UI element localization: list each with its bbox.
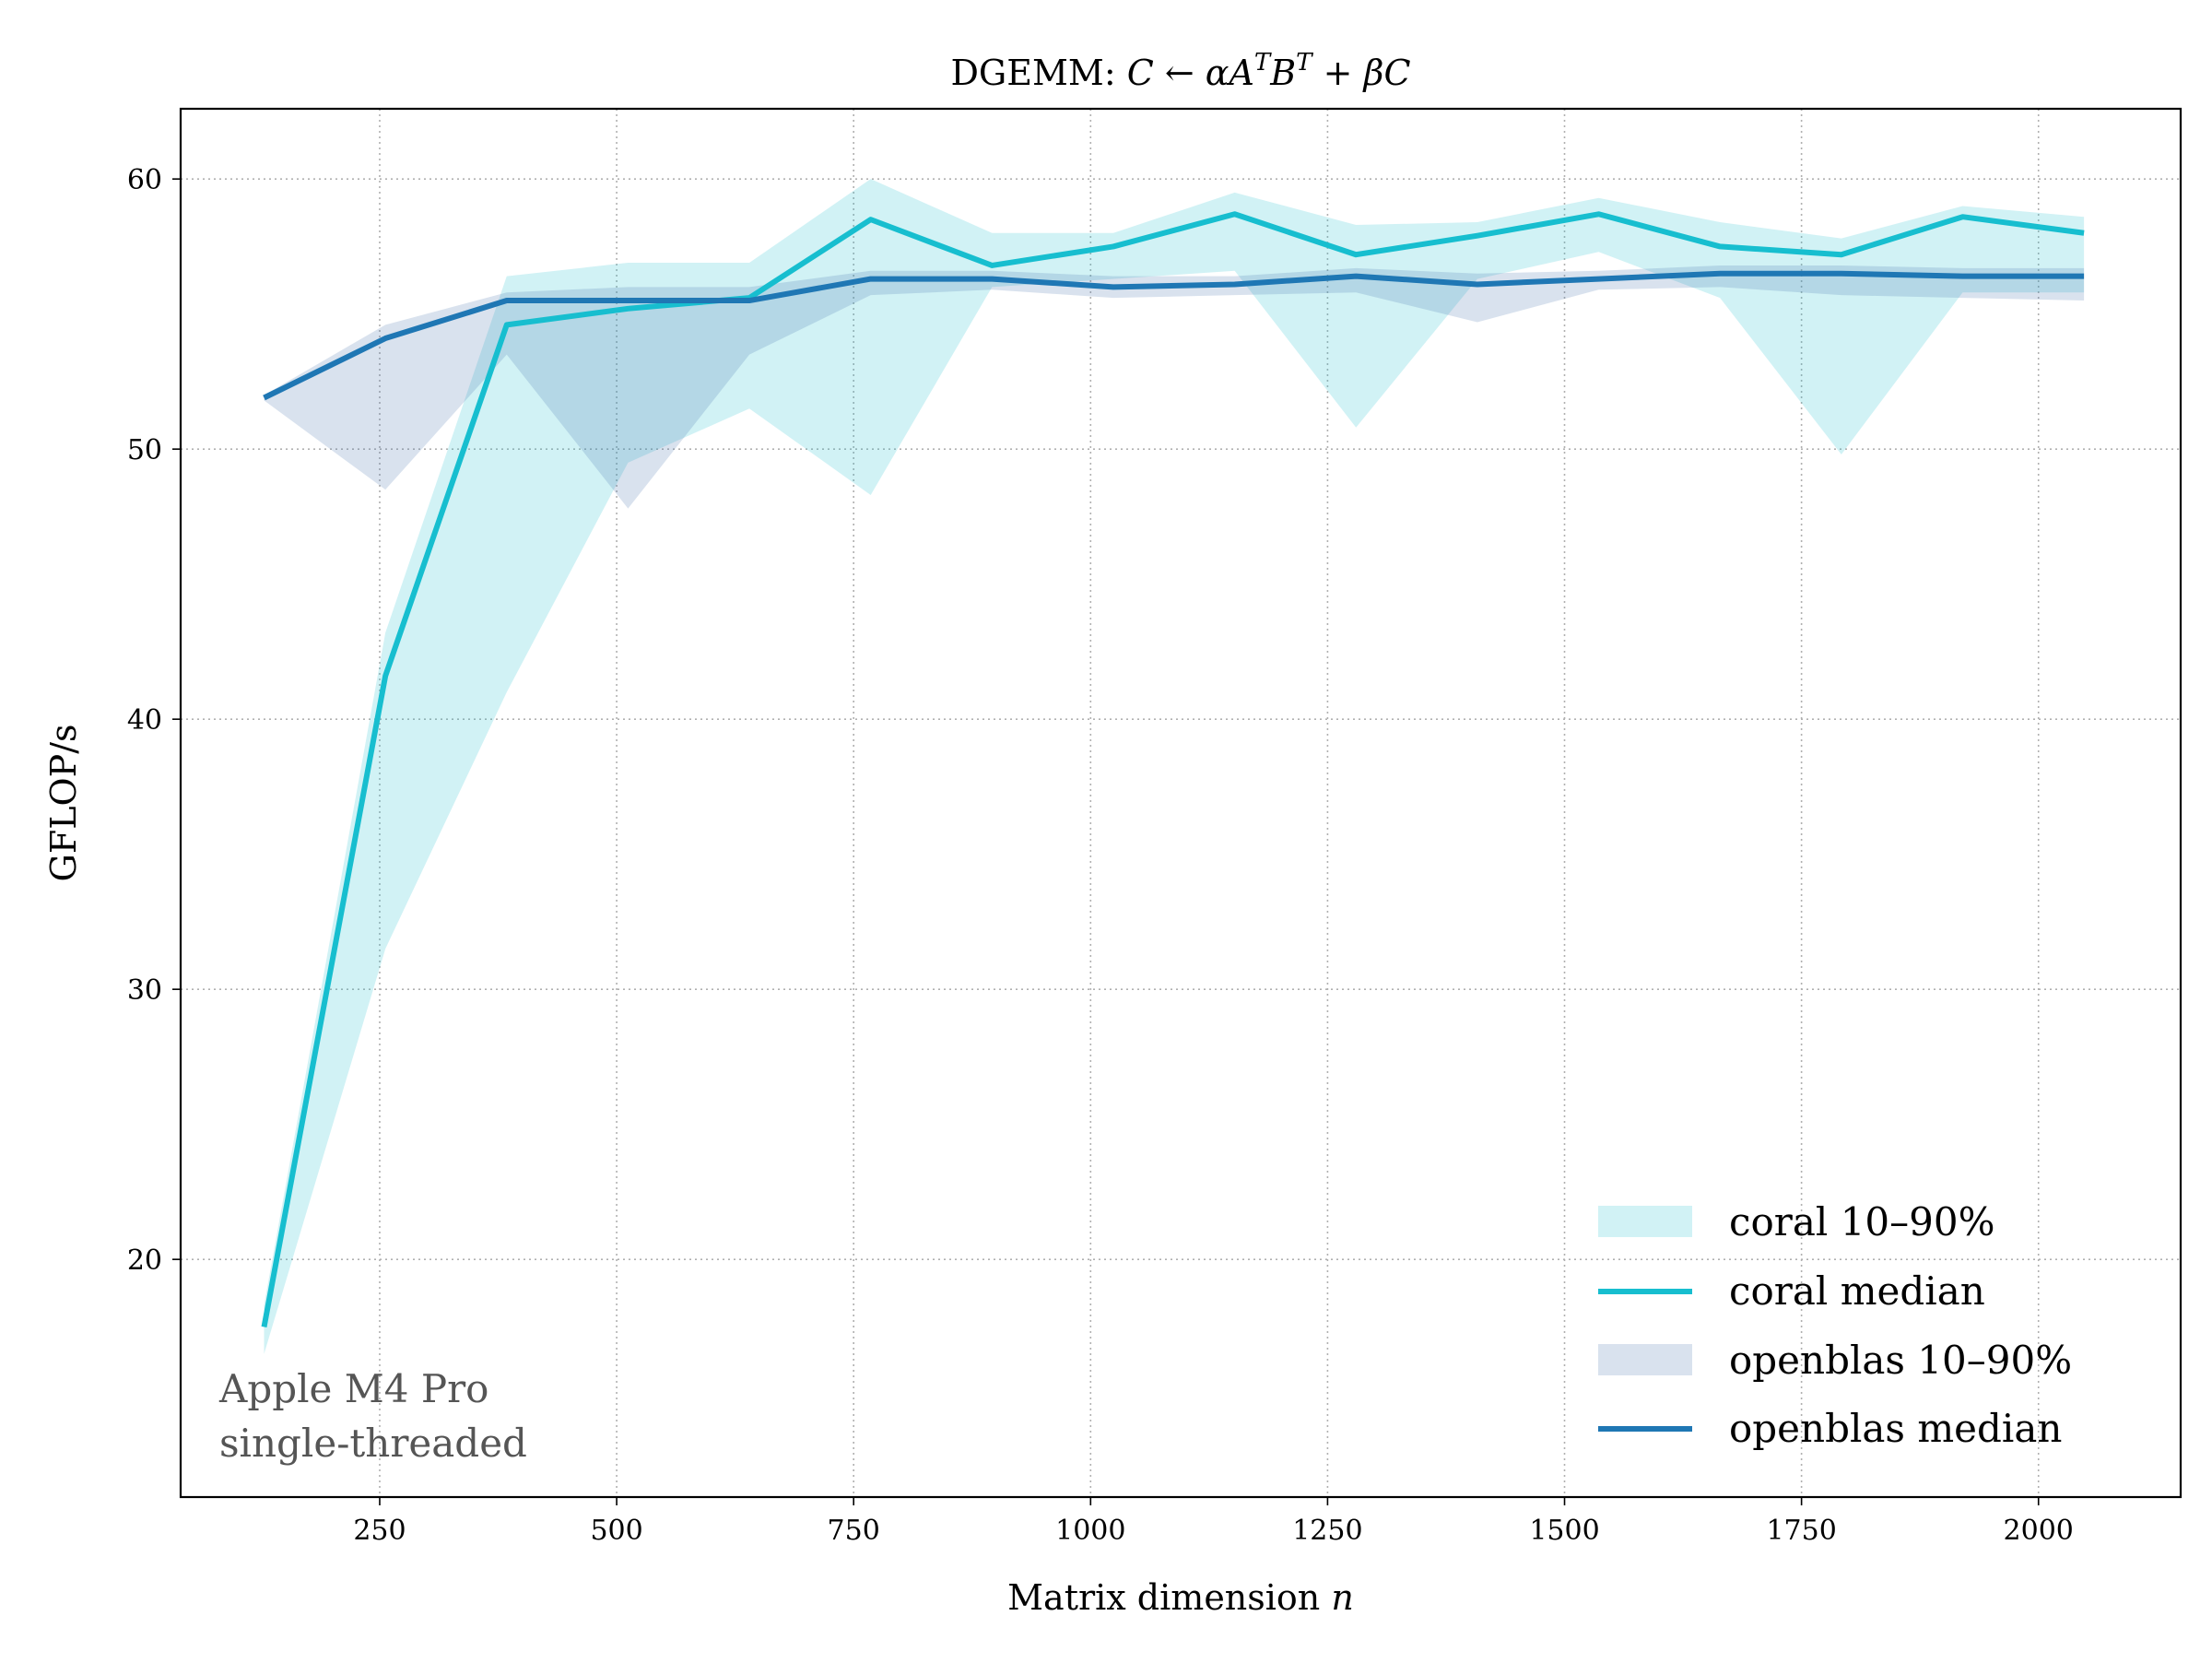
x-tick-label: 1000: [1055, 1515, 1125, 1547]
legend-swatch-coral-band: [1598, 1206, 1692, 1237]
legend: coral 10–90% coral median openblas 10–90…: [1598, 1199, 2072, 1451]
ticks: 250 500 750 1000 1250 1500 1750 2000 20 30 40 50 60: [127, 164, 2074, 1547]
median-line-coral: [261, 211, 2085, 1327]
legend-label-openblas-median: openblas median: [1729, 1406, 2062, 1451]
y-tick-label: 40: [127, 704, 162, 737]
plot-frame: [179, 107, 2183, 1499]
grid: [181, 109, 2181, 1497]
band-openblas: [264, 265, 2085, 509]
y-tick-label: 20: [127, 1244, 162, 1277]
x-tick-label: 1250: [1292, 1515, 1362, 1547]
median-line-openblas: [263, 270, 2085, 401]
x-axis-label: Matrix dimension n: [1007, 1577, 1354, 1618]
legend-swatch-openblas-band: [1598, 1344, 1692, 1375]
x-tick-label: 500: [590, 1515, 642, 1547]
legend-label-openblas-band: openblas 10–90%: [1729, 1338, 2072, 1383]
median-lines: [261, 211, 2085, 1327]
bands: [264, 179, 2085, 1354]
legend-label-coral-median: coral median: [1729, 1268, 1985, 1314]
annotation-line-1: Apple M4 Pro: [218, 1366, 488, 1411]
x-tick-label: 1750: [1766, 1515, 1836, 1547]
x-tick-label: 2000: [2004, 1515, 2074, 1547]
y-axis-label: GFLOP/s: [43, 725, 84, 882]
x-tick-label: 250: [353, 1515, 406, 1547]
y-tick-label: 50: [127, 434, 162, 466]
y-tick-label: 60: [127, 164, 162, 196]
legend-label-coral-band: coral 10–90%: [1729, 1199, 1995, 1244]
x-tick-label: 1500: [1529, 1515, 1599, 1547]
chart-title: DGEMM: C ← αATBT + βC: [950, 49, 1410, 93]
y-tick-label: 30: [127, 974, 162, 1007]
x-tick-label: 750: [828, 1515, 880, 1547]
annotation-line-2: single-threaded: [219, 1421, 527, 1466]
band-coral: [264, 179, 2085, 1354]
